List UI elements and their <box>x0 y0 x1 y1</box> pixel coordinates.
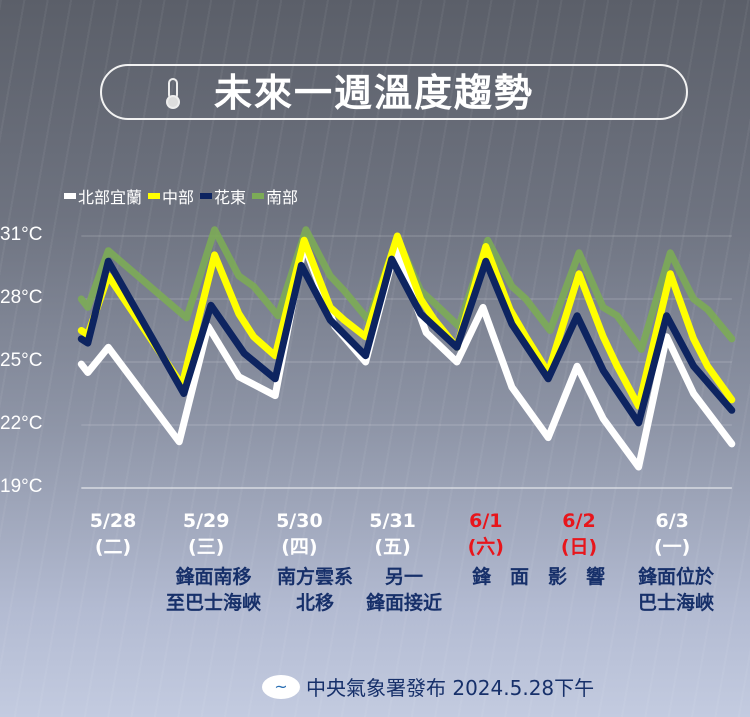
weekday-label: (五) <box>374 536 411 558</box>
note-line: 南方雲系 <box>277 566 354 588</box>
note-6-3: 鋒面位於 巴士海峽 <box>638 564 714 616</box>
weekday-label: (四) <box>281 536 318 558</box>
y-tick-label: 19°C <box>0 476 43 497</box>
weekday-label: (三) <box>188 536 225 558</box>
legend-label: 中部 <box>162 188 195 207</box>
weekday-label: (一) <box>654 536 691 558</box>
note-line: 巴士海峽 <box>638 592 715 614</box>
date-label: 5/31 <box>369 510 416 532</box>
y-tick-label: 28°C <box>0 287 43 308</box>
y-tick-label: 25°C <box>0 350 43 371</box>
legend-item-south: 南部 <box>252 184 298 208</box>
x-tick-label: 5/30 (四) <box>259 508 339 560</box>
date-label: 5/29 <box>182 510 230 532</box>
x-tick-label: 5/29 (三) <box>166 508 246 560</box>
x-tick-label: 6/3 (一) <box>632 508 712 560</box>
cwa-logo-icon: ~ <box>262 674 300 699</box>
x-tick-label: 5/28 (二) <box>73 508 153 560</box>
legend-label: 南部 <box>266 188 299 207</box>
x-tick-label: 5/31 (五) <box>353 508 433 560</box>
weekday-label: (二) <box>94 536 132 558</box>
note-5-30: 南方雲系 北移 <box>277 564 353 616</box>
legend-item-north: 北部宜蘭 <box>64 184 142 208</box>
footer: ~ 中央氣象署發布 2024.5.28下午 <box>262 672 594 701</box>
note-line: 鋒面位於 <box>638 566 715 588</box>
thermometer-icon <box>166 78 180 109</box>
note-line: 鋒面南移 <box>175 566 252 588</box>
date-label: 5/28 <box>89 510 137 532</box>
date-label: 6/3 <box>655 510 689 532</box>
series-line-2 <box>77 232 736 410</box>
note-line: 至巴士海峽 <box>166 592 262 614</box>
weekday-label: (六) <box>467 536 504 558</box>
weekday-label: (日) <box>560 536 598 558</box>
legend-item-central: 中部 <box>148 184 194 208</box>
legend-label: 花東 <box>214 188 247 207</box>
note-line: 北移 <box>296 592 335 614</box>
series-line-3 <box>77 255 736 427</box>
legend-swatch <box>148 193 161 199</box>
series-line-1 <box>77 240 736 471</box>
x-tick-label: 6/1 (六) <box>446 508 526 560</box>
date-label: 6/2 <box>562 510 596 532</box>
footer-text: 中央氣象署發布 2024.5.28下午 <box>306 676 595 700</box>
series-line-0 <box>77 226 736 353</box>
x-tick-label: 6/2 (日) <box>539 508 619 560</box>
date-label: 6/1 <box>469 510 503 532</box>
note-5-29: 鋒面南移 至巴士海峽 <box>166 564 261 616</box>
chart-title: 未來一週溫度趨勢 <box>214 71 535 115</box>
note-line: 另一 <box>385 566 424 588</box>
note-line: 鋒 面 影 響 <box>472 566 606 588</box>
note-5-31: 另一 鋒面接近 <box>366 564 442 616</box>
y-tick-label: 22°C <box>0 413 43 434</box>
date-label: 5/30 <box>276 510 323 532</box>
legend-swatch <box>64 193 76 199</box>
legend-swatch <box>200 193 213 199</box>
legend: 北部宜蘭 中部 花東 南部 <box>64 184 298 208</box>
legend-item-east: 花東 <box>200 184 246 208</box>
legend-swatch <box>252 193 265 199</box>
y-tick-label: 31°C <box>0 224 43 245</box>
note-line: 鋒面接近 <box>366 592 443 614</box>
title-banner: 未來一週溫度趨勢 <box>100 64 688 120</box>
note-weekend: 鋒 面 影 響 <box>472 564 605 590</box>
legend-label: 北部宜蘭 <box>78 188 143 207</box>
